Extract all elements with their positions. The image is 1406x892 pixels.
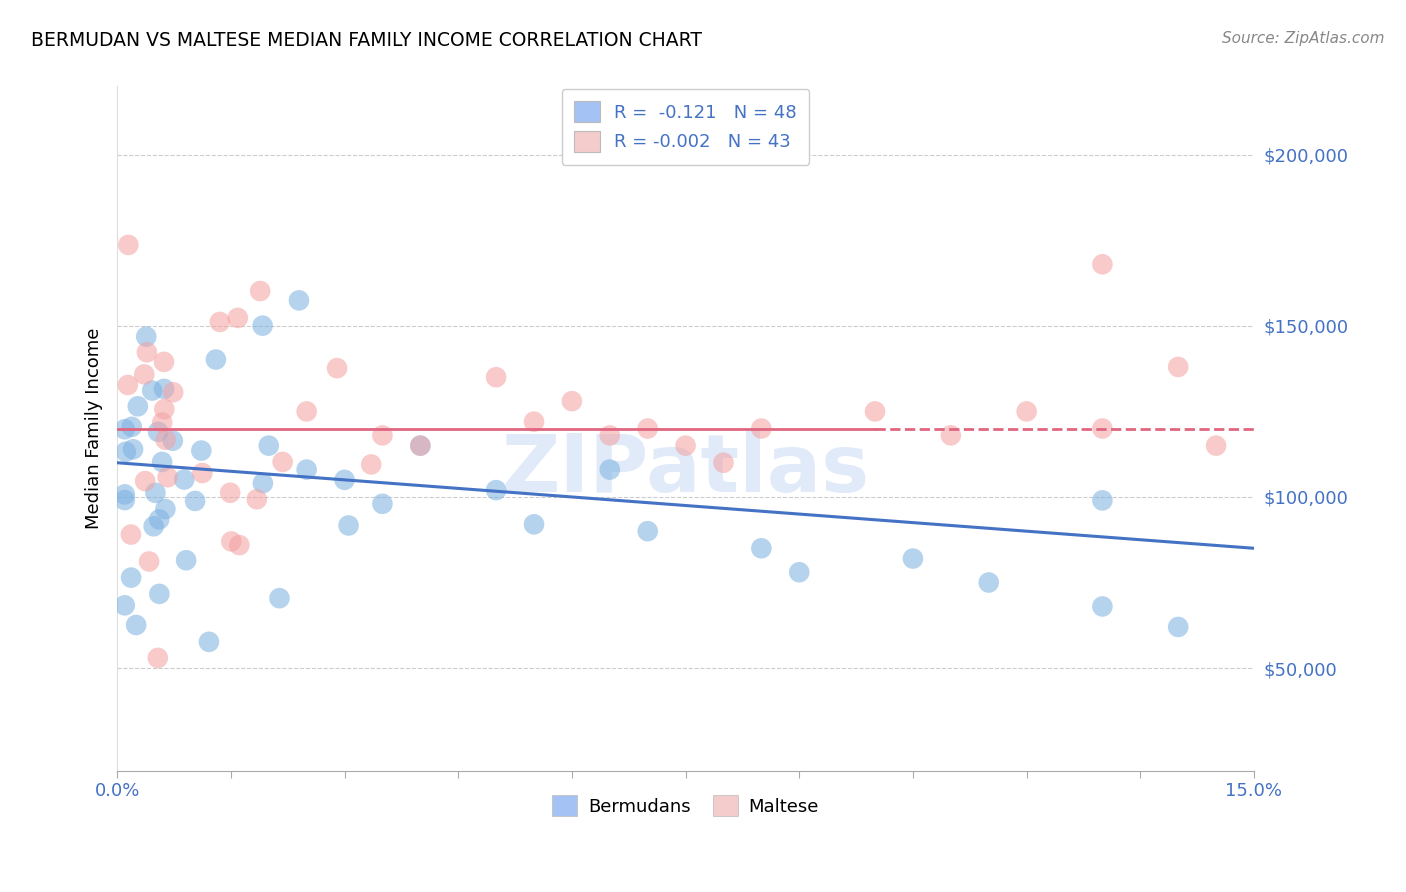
- Point: [751, 421, 773, 435]
- Point: [523, 517, 546, 532]
- Point: [121, 420, 143, 434]
- Point: [561, 394, 583, 409]
- Point: [252, 318, 274, 333]
- Point: [138, 554, 160, 568]
- Point: [252, 476, 274, 491]
- Point: [114, 422, 136, 436]
- Point: [117, 238, 139, 252]
- Point: [184, 494, 207, 508]
- Point: [148, 512, 170, 526]
- Point: [326, 361, 349, 376]
- Point: [125, 618, 148, 632]
- Point: [127, 399, 149, 413]
- Point: [1091, 257, 1114, 271]
- Point: [863, 404, 886, 418]
- Point: [271, 455, 294, 469]
- Point: [371, 497, 394, 511]
- Point: [150, 416, 173, 430]
- Point: [117, 378, 139, 392]
- Point: [939, 428, 962, 442]
- Point: [1091, 599, 1114, 614]
- Point: [1015, 404, 1038, 418]
- Point: [208, 315, 231, 329]
- Point: [295, 404, 318, 418]
- Point: [219, 485, 242, 500]
- Point: [146, 651, 169, 665]
- Point: [162, 385, 184, 400]
- Point: [134, 474, 156, 488]
- Point: [288, 293, 311, 308]
- Point: [134, 368, 156, 382]
- Point: [173, 473, 195, 487]
- Point: [1167, 359, 1189, 374]
- Point: [153, 402, 176, 417]
- Point: [145, 486, 167, 500]
- Point: [599, 428, 621, 442]
- Text: Source: ZipAtlas.com: Source: ZipAtlas.com: [1222, 31, 1385, 46]
- Point: [246, 492, 269, 507]
- Point: [142, 519, 165, 533]
- Point: [156, 470, 179, 484]
- Point: [523, 415, 546, 429]
- Point: [371, 428, 394, 442]
- Point: [485, 483, 508, 497]
- Point: [150, 455, 173, 469]
- Point: [221, 534, 243, 549]
- Point: [1167, 620, 1189, 634]
- Point: [146, 425, 169, 439]
- Point: [141, 384, 163, 398]
- Text: BERMUDAN VS MALTESE MEDIAN FAMILY INCOME CORRELATION CHART: BERMUDAN VS MALTESE MEDIAN FAMILY INCOME…: [31, 31, 702, 50]
- Point: [977, 575, 1000, 590]
- Point: [599, 462, 621, 476]
- Point: [114, 493, 136, 508]
- Point: [409, 439, 432, 453]
- Y-axis label: Median Family Income: Median Family Income: [86, 328, 103, 529]
- Point: [901, 551, 924, 566]
- Point: [713, 456, 735, 470]
- Point: [295, 462, 318, 476]
- Point: [114, 487, 136, 501]
- Point: [333, 473, 356, 487]
- Point: [162, 434, 184, 448]
- Point: [135, 329, 157, 343]
- Point: [153, 355, 176, 369]
- Point: [155, 433, 177, 447]
- Point: [115, 444, 138, 458]
- Point: [205, 352, 228, 367]
- Legend: Bermudans, Maltese: Bermudans, Maltese: [546, 788, 827, 823]
- Point: [198, 635, 221, 649]
- Point: [637, 524, 659, 538]
- Point: [1205, 439, 1227, 453]
- Point: [226, 310, 249, 325]
- Point: [190, 443, 212, 458]
- Point: [249, 284, 271, 298]
- Point: [191, 466, 214, 480]
- Point: [257, 439, 280, 453]
- Point: [135, 345, 157, 359]
- Point: [1091, 493, 1114, 508]
- Point: [337, 518, 360, 533]
- Point: [360, 458, 382, 472]
- Point: [174, 553, 197, 567]
- Point: [155, 502, 177, 516]
- Point: [120, 571, 142, 585]
- Point: [153, 382, 176, 396]
- Point: [787, 566, 810, 580]
- Point: [485, 370, 508, 384]
- Point: [114, 599, 136, 613]
- Point: [228, 538, 250, 552]
- Point: [637, 421, 659, 435]
- Point: [122, 442, 145, 457]
- Point: [148, 587, 170, 601]
- Point: [751, 541, 773, 556]
- Point: [120, 527, 142, 541]
- Point: [1091, 421, 1114, 435]
- Text: ZIPatlas: ZIPatlas: [502, 431, 870, 508]
- Point: [409, 439, 432, 453]
- Point: [269, 591, 291, 606]
- Point: [675, 439, 697, 453]
